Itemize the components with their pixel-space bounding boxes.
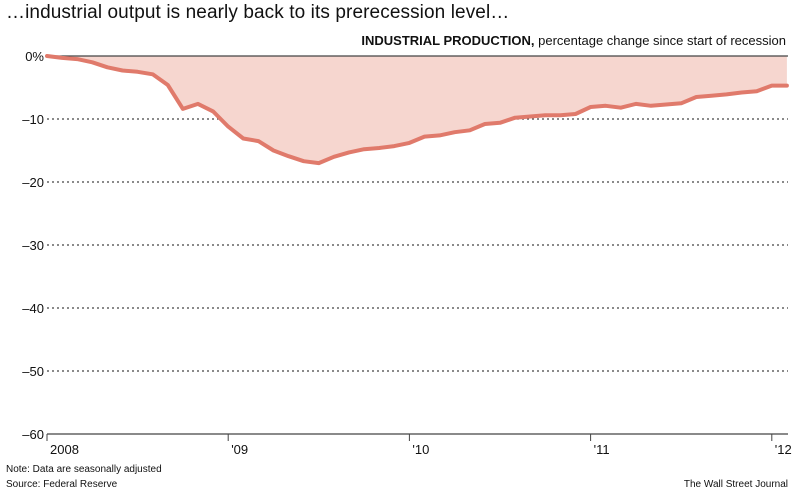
data-point	[90, 60, 94, 64]
data-point	[317, 161, 321, 165]
data-point	[256, 139, 260, 143]
data-point	[604, 104, 608, 108]
data-point	[136, 70, 140, 74]
data-point	[724, 92, 729, 96]
data-point	[664, 102, 668, 107]
data-point	[483, 122, 487, 126]
data-point	[181, 107, 185, 111]
data-point	[422, 135, 427, 139]
data-point	[453, 130, 457, 134]
y-tick-label: –20	[22, 175, 44, 190]
x-tick-label: '12	[775, 442, 792, 457]
data-point	[105, 65, 109, 69]
series-area	[47, 56, 787, 164]
data-point	[770, 84, 774, 88]
data-point	[377, 146, 381, 150]
series-line	[45, 54, 789, 166]
data-point	[45, 54, 49, 58]
data-point	[332, 155, 336, 159]
x-tick-label: '11	[594, 442, 610, 457]
chart-title: INDUSTRIAL PRODUCTION, percentage change…	[361, 33, 786, 48]
data-point	[226, 125, 230, 129]
data-point	[151, 72, 155, 76]
data-point	[679, 101, 683, 105]
data-point	[468, 128, 472, 132]
chart-credit: The Wall Street Journal	[683, 479, 788, 490]
data-point	[211, 109, 215, 113]
data-point	[694, 95, 698, 99]
x-tick-label: 2008	[50, 442, 79, 457]
data-point	[271, 148, 276, 153]
data-point	[392, 144, 396, 148]
x-tick-label: '10	[412, 442, 429, 457]
chart-source: Source: Federal Reserve	[6, 479, 118, 490]
data-point	[649, 104, 653, 108]
data-point	[362, 147, 366, 151]
data-point	[709, 94, 714, 98]
data-point	[60, 56, 64, 60]
data-point	[498, 121, 502, 125]
data-point	[287, 154, 291, 158]
y-tick-label: –30	[22, 238, 44, 253]
data-point	[589, 105, 593, 109]
y-tick-label: –10	[22, 112, 44, 127]
y-tick-label: –60	[22, 427, 44, 442]
data-point	[755, 89, 759, 93]
chart-title-rest: percentage change since start of recessi…	[538, 33, 786, 48]
data-point	[120, 68, 125, 73]
x-tick-label: '09	[231, 442, 248, 457]
headline: …industrial output is nearly back to its…	[6, 2, 510, 23]
chart-note: Note: Data are seasonally adjusted	[6, 464, 162, 475]
data-point	[302, 159, 306, 163]
y-tick-label: –40	[22, 301, 44, 316]
data-point	[634, 102, 638, 106]
data-point	[75, 57, 79, 61]
data-point	[166, 83, 170, 87]
data-point	[513, 116, 517, 120]
data-point	[740, 90, 744, 95]
data-point	[543, 113, 547, 117]
data-point	[619, 106, 623, 110]
data-point	[196, 102, 200, 106]
data-point	[407, 141, 411, 145]
data-point	[528, 114, 532, 119]
y-tick-label: –50	[22, 364, 44, 379]
data-point	[241, 136, 245, 141]
data-point	[785, 84, 789, 88]
y-tick-label: 0%	[25, 49, 44, 64]
chart-title-bold: INDUSTRIAL PRODUCTION,	[361, 33, 535, 48]
data-point	[438, 133, 442, 137]
data-point	[347, 150, 351, 154]
data-point	[573, 112, 578, 116]
data-point	[558, 113, 563, 117]
